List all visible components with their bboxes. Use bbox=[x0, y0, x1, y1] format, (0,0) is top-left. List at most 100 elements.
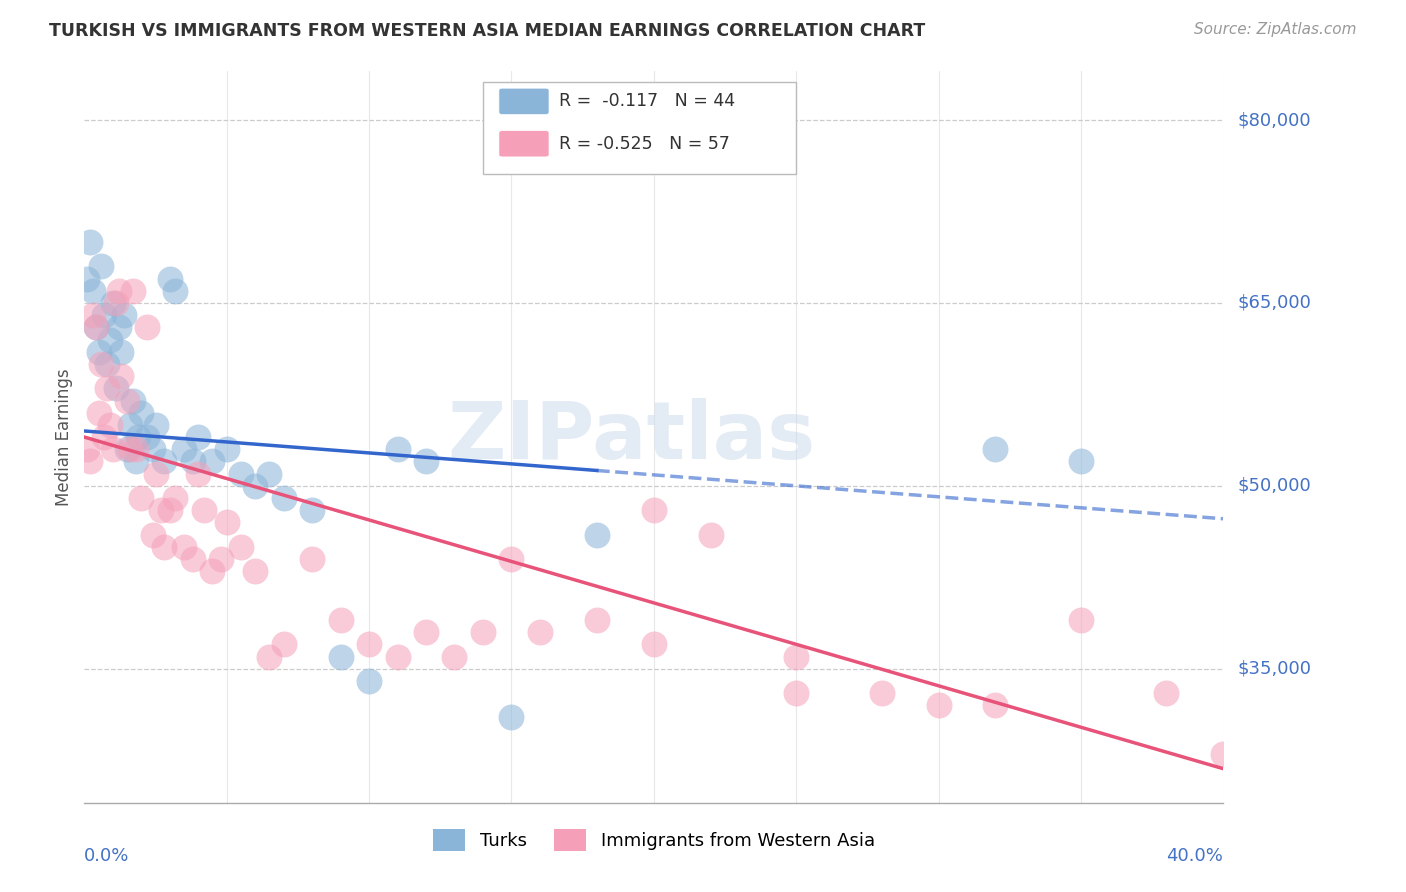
Point bbox=[82, 284, 104, 298]
Text: 40.0%: 40.0% bbox=[1167, 847, 1223, 864]
Point bbox=[1156, 686, 1178, 700]
Point bbox=[165, 284, 187, 298]
Point bbox=[193, 503, 215, 517]
Point bbox=[984, 698, 1007, 713]
Point bbox=[121, 284, 143, 298]
Point bbox=[112, 308, 135, 322]
Text: ZIPatlas: ZIPatlas bbox=[447, 398, 815, 476]
Point bbox=[90, 260, 112, 274]
Point bbox=[181, 552, 204, 566]
Point bbox=[173, 442, 195, 457]
Text: $50,000: $50,000 bbox=[1237, 477, 1310, 495]
Text: R = -0.525   N = 57: R = -0.525 N = 57 bbox=[560, 135, 730, 153]
Point bbox=[93, 430, 115, 444]
Point bbox=[127, 430, 149, 444]
Point bbox=[201, 564, 224, 578]
Point bbox=[870, 686, 893, 700]
Point bbox=[101, 442, 124, 457]
Point bbox=[472, 625, 495, 640]
Point bbox=[1070, 454, 1092, 468]
Point bbox=[187, 467, 209, 481]
Point bbox=[215, 442, 238, 457]
Point bbox=[107, 320, 129, 334]
Text: $65,000: $65,000 bbox=[1237, 294, 1310, 312]
Point bbox=[273, 491, 295, 505]
Text: Source: ZipAtlas.com: Source: ZipAtlas.com bbox=[1194, 22, 1357, 37]
Text: $80,000: $80,000 bbox=[1237, 112, 1310, 129]
Point bbox=[165, 491, 187, 505]
Point bbox=[79, 454, 101, 468]
Point bbox=[104, 296, 127, 310]
Point bbox=[84, 320, 107, 334]
Point bbox=[415, 454, 437, 468]
Point bbox=[115, 442, 138, 457]
Point bbox=[501, 552, 523, 566]
Point bbox=[984, 442, 1007, 457]
Point bbox=[82, 308, 104, 322]
Point bbox=[359, 673, 381, 688]
Point bbox=[76, 271, 98, 285]
Point bbox=[245, 564, 267, 578]
Point bbox=[79, 235, 101, 249]
Point bbox=[90, 357, 112, 371]
Point bbox=[153, 540, 176, 554]
Point bbox=[115, 393, 138, 408]
Point bbox=[93, 308, 115, 322]
Point bbox=[301, 552, 323, 566]
Point bbox=[131, 491, 153, 505]
Point bbox=[215, 516, 238, 530]
Point bbox=[76, 442, 98, 457]
Point bbox=[110, 344, 132, 359]
Point bbox=[1212, 747, 1234, 761]
Point bbox=[87, 406, 110, 420]
Text: R =  -0.117   N = 44: R = -0.117 N = 44 bbox=[560, 93, 735, 111]
Point bbox=[928, 698, 950, 713]
Point bbox=[96, 357, 118, 371]
Point bbox=[201, 454, 224, 468]
Point bbox=[387, 442, 409, 457]
Point bbox=[259, 467, 281, 481]
Point bbox=[142, 442, 165, 457]
Point bbox=[501, 710, 523, 724]
FancyBboxPatch shape bbox=[499, 130, 548, 157]
Point bbox=[259, 649, 281, 664]
Point bbox=[124, 442, 146, 457]
Point bbox=[159, 271, 181, 285]
Point bbox=[96, 381, 118, 395]
Point bbox=[159, 503, 181, 517]
Point bbox=[98, 417, 121, 432]
Point bbox=[245, 479, 267, 493]
Point bbox=[359, 637, 381, 651]
Point bbox=[104, 381, 127, 395]
Point bbox=[145, 417, 167, 432]
Point bbox=[101, 296, 124, 310]
Point bbox=[443, 649, 465, 664]
Point bbox=[136, 430, 159, 444]
FancyBboxPatch shape bbox=[499, 88, 548, 114]
Point bbox=[643, 637, 665, 651]
Point bbox=[229, 540, 252, 554]
Point bbox=[329, 613, 352, 627]
Point bbox=[118, 442, 141, 457]
Point bbox=[273, 637, 295, 651]
Legend: Turks, Immigrants from Western Asia: Turks, Immigrants from Western Asia bbox=[423, 820, 884, 860]
Point bbox=[145, 467, 167, 481]
Point bbox=[110, 369, 132, 384]
Point bbox=[301, 503, 323, 517]
Point bbox=[181, 454, 204, 468]
Point bbox=[586, 613, 609, 627]
Point bbox=[131, 406, 153, 420]
FancyBboxPatch shape bbox=[484, 82, 796, 174]
Point bbox=[209, 552, 232, 566]
Point bbox=[415, 625, 437, 640]
Point bbox=[229, 467, 252, 481]
Point bbox=[329, 649, 352, 664]
Y-axis label: Median Earnings: Median Earnings bbox=[55, 368, 73, 506]
Point bbox=[84, 320, 107, 334]
Text: TURKISH VS IMMIGRANTS FROM WESTERN ASIA MEDIAN EARNINGS CORRELATION CHART: TURKISH VS IMMIGRANTS FROM WESTERN ASIA … bbox=[49, 22, 925, 40]
Point bbox=[121, 393, 143, 408]
Point bbox=[387, 649, 409, 664]
Point bbox=[643, 503, 665, 517]
Text: $35,000: $35,000 bbox=[1237, 660, 1312, 678]
Point bbox=[529, 625, 551, 640]
